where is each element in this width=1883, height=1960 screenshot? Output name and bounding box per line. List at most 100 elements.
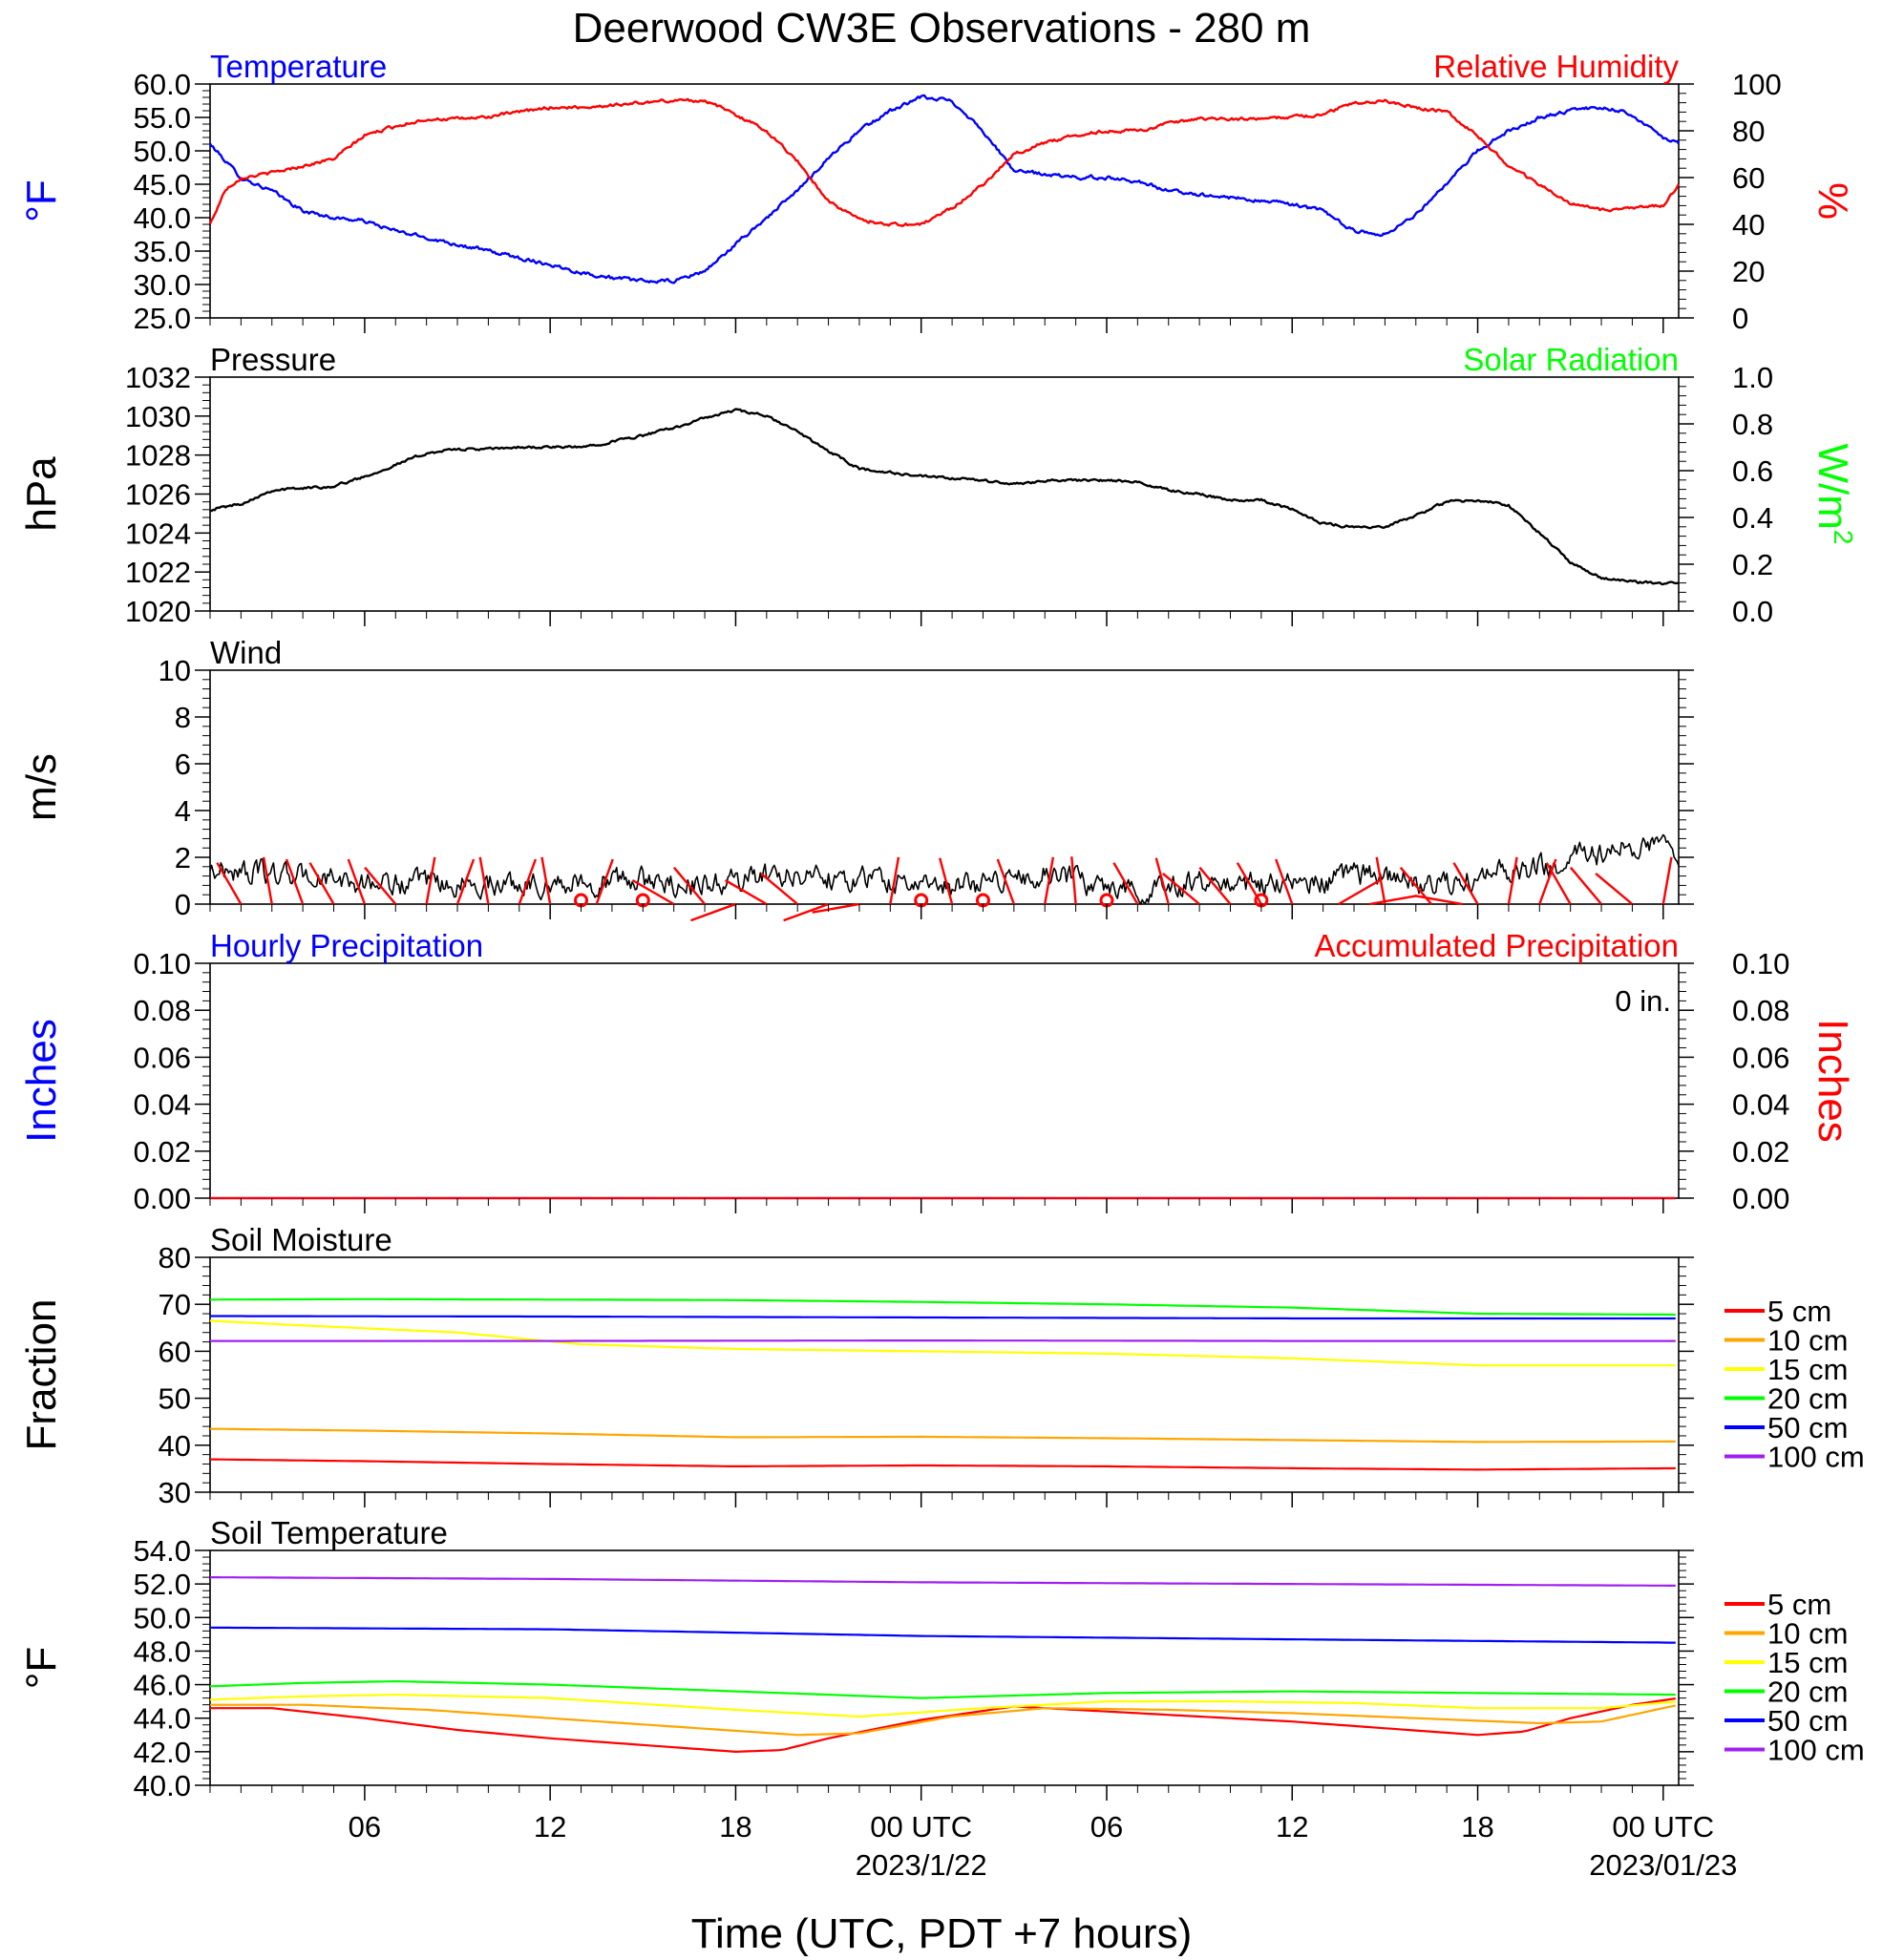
- y-tick-label: 50.0: [134, 1601, 191, 1634]
- y-tick-label: 30: [159, 1476, 191, 1509]
- wind-barb: [1414, 895, 1463, 906]
- series-15-cm: [209, 1693, 1676, 1718]
- wind-barb: [1375, 856, 1386, 905]
- y-axis-title: Fraction: [18, 1299, 65, 1451]
- y-tick-label: 1022: [125, 556, 191, 589]
- y2-tick-label: 0: [1732, 302, 1748, 335]
- wind-barb: [939, 857, 954, 905]
- y2-tick-label: 60: [1732, 161, 1765, 195]
- y2-axis-title: Inches: [1809, 1019, 1856, 1143]
- y-axis-title: Inches: [18, 1019, 65, 1143]
- x-tick-label: 18: [1461, 1810, 1493, 1844]
- wind-barb: [595, 858, 614, 905]
- panel-title-left: Hourly Precipitation: [210, 928, 483, 963]
- y2-tick-label: 40: [1732, 208, 1765, 242]
- y-tick-label: 0.00: [134, 1182, 191, 1215]
- series-5-cm: [210, 1697, 1676, 1754]
- wind-barb: [478, 856, 490, 905]
- wind-barb: [1452, 862, 1479, 905]
- y-tick-label: 6: [175, 748, 191, 781]
- y2-tick-label: 0.2: [1732, 548, 1773, 581]
- wind-barb: [1044, 856, 1055, 905]
- y-tick-label: 54.0: [134, 1534, 191, 1568]
- y-tick-label: 8: [175, 701, 191, 734]
- x-tick-label: 12: [534, 1810, 566, 1844]
- y2-tick-label: 0.04: [1732, 1088, 1789, 1122]
- legend-label: 20 cm: [1767, 1382, 1848, 1416]
- legend-label: 5 cm: [1767, 1588, 1831, 1621]
- wind-barb: [216, 862, 243, 905]
- series-100-cm: [210, 1575, 1676, 1588]
- y-tick-label: 60: [159, 1335, 191, 1368]
- wind-barb: [760, 872, 798, 905]
- y2-tick-label: 0.0: [1732, 595, 1773, 628]
- y-axis-title: °F: [18, 179, 65, 221]
- x-tick-label: 00 UTC: [1612, 1810, 1714, 1844]
- legend-label: 50 cm: [1767, 1704, 1848, 1738]
- y-tick-label: 60.0: [134, 68, 191, 101]
- series-100-cm: [210, 1338, 1676, 1342]
- wind-barb: [518, 858, 538, 905]
- wind-barb: [812, 902, 860, 914]
- wind-barb: [1507, 856, 1518, 905]
- y-tick-label: 40: [159, 1429, 191, 1463]
- panel-title-right: Accumulated Precipitation: [1314, 928, 1679, 963]
- y-tick-label: 1028: [125, 439, 191, 473]
- y2-tick-label: 0.6: [1732, 454, 1773, 488]
- y-tick-label: 1026: [125, 478, 191, 512]
- wind-barb: [285, 858, 305, 905]
- y-axis-title: m/s: [18, 753, 65, 821]
- x-tick-label: 12: [1276, 1810, 1308, 1844]
- panel-soil-moisture: 30 40 50 60 70 80 Soil Moisture Fraction 5 cm10 …: [18, 1222, 1865, 1509]
- series-temperature: [209, 94, 1681, 285]
- legend-label: 100 cm: [1767, 1441, 1865, 1474]
- y2-axis-title: %: [1809, 182, 1856, 220]
- y2-axis-title: W/m2: [1809, 444, 1858, 545]
- wind-barb: [1070, 856, 1077, 905]
- panel-wind: 0 2 4 6 8 10 Wind m/s: [18, 635, 1694, 922]
- wind-barb: [783, 902, 829, 922]
- wind-barb: [724, 878, 768, 906]
- y-tick-label: 48.0: [134, 1634, 191, 1668]
- accumulated-annotation: 0 in.: [1615, 984, 1671, 1018]
- panels: 25.030.035.040.045.050.055.060.002040608…: [18, 49, 1865, 1802]
- y-tick-label: 46.0: [134, 1669, 191, 1702]
- wind-barb: [347, 858, 367, 905]
- time-axis: 06 12 18 00 UTC 2023/1/22 06 12 18 00 UTC 2023/01…: [209, 318, 1737, 1882]
- wind-barb: [308, 862, 335, 905]
- legend-label: 100 cm: [1767, 1734, 1865, 1767]
- y-tick-label: 1024: [125, 516, 191, 550]
- wind-barb: [1275, 858, 1294, 905]
- y-tick-label: 45.0: [134, 168, 191, 201]
- y-tick-label: 1020: [125, 595, 191, 628]
- wind-barb: [1198, 866, 1232, 905]
- series-15-cm: [209, 1319, 1676, 1367]
- y2-tick-label: 1.0: [1732, 361, 1773, 394]
- wind-barb: [889, 856, 900, 905]
- wind-barb: [262, 856, 273, 905]
- legend-label: 10 cm: [1767, 1324, 1848, 1358]
- y-tick-label: 40.0: [134, 201, 191, 235]
- panel-title-left: Pressure: [210, 342, 336, 377]
- legend-label: 5 cm: [1767, 1295, 1831, 1328]
- y-axis-title: hPa: [18, 456, 65, 532]
- panel-frame: [209, 1549, 1680, 1786]
- wind-barb: [1661, 856, 1673, 905]
- wind-barb: [631, 878, 675, 906]
- legend-label: 15 cm: [1767, 1646, 1848, 1679]
- x-axis-title: Time (UTC, PDT +7 hours): [691, 1910, 1192, 1957]
- wind-barb: [690, 902, 736, 922]
- y2-tick-label: 0.00: [1732, 1182, 1789, 1215]
- series-50-cm: [210, 1315, 1676, 1320]
- series-20-cm: [209, 1679, 1676, 1699]
- y-tick-label: 4: [175, 794, 191, 828]
- panel-title-left: Soil Moisture: [210, 1222, 392, 1257]
- y-tick-label: 1032: [125, 361, 191, 394]
- y-tick-label: 42.0: [134, 1736, 191, 1769]
- panel-frame: [209, 1256, 1680, 1493]
- y-tick-label: 1030: [125, 400, 191, 433]
- x-tick-label: 06: [349, 1810, 381, 1844]
